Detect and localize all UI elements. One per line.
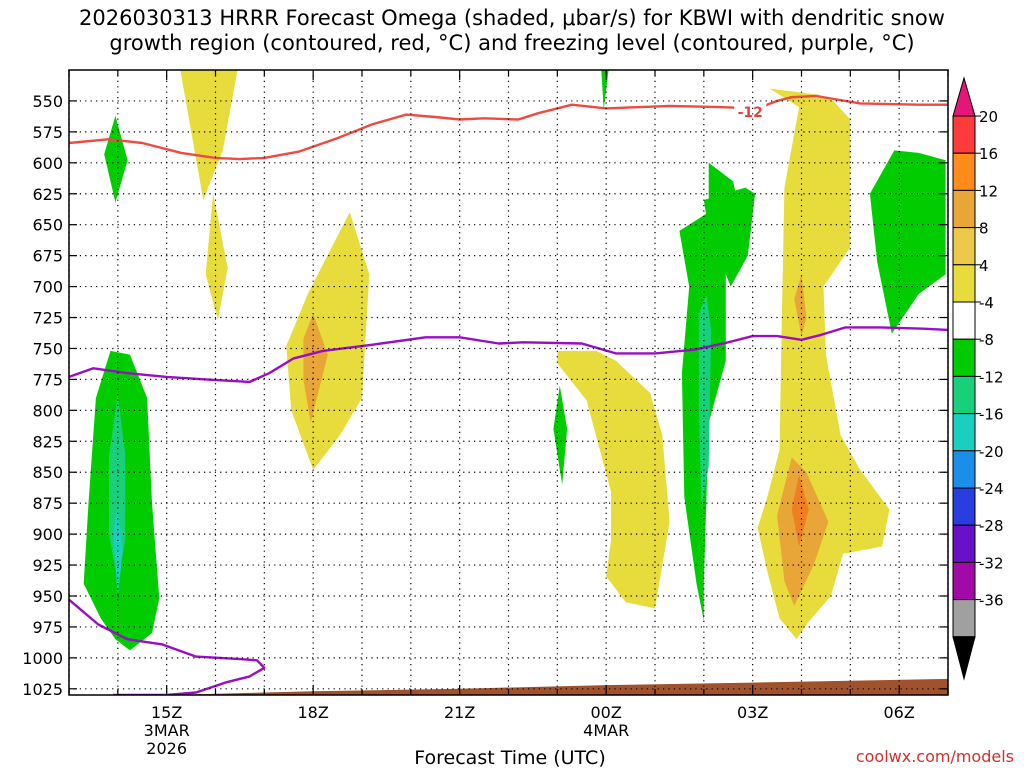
omega-region-level-neg4-4: [601, 70, 609, 110]
x-tick-label: 21Z: [444, 703, 475, 722]
y-tick-label: 825: [32, 432, 63, 451]
colorbar-swatch: [952, 524, 976, 563]
x-tick-label: 00Z: [591, 703, 622, 722]
colorbar-label: -12: [979, 368, 1004, 386]
contour-line-1: [69, 326, 948, 384]
x-tick-label: 4MAR: [583, 721, 629, 740]
y-tick-label: 550: [32, 92, 63, 111]
colorbar-label: 12: [979, 182, 998, 200]
y-tick-label: 800: [32, 401, 63, 420]
omega-region-level-neg4-3: [553, 385, 568, 485]
omega-region-level-4-0: [180, 70, 238, 200]
colorbar-label: -8: [979, 331, 994, 349]
colorbar-label: 16: [979, 145, 998, 163]
colorbar-swatch: [952, 338, 976, 377]
colorbar-label: -24: [979, 480, 1004, 498]
colorbar-swatch: [952, 301, 976, 340]
contour-label-background: [734, 102, 767, 121]
colorbar-swatch: [952, 599, 976, 638]
x-tick-label: 3MAR: [144, 721, 190, 740]
omega-region-level-neg4-0: [104, 115, 128, 203]
x-axis-label: Forecast Time (UTC): [414, 747, 605, 768]
colorbar-swatch: [952, 413, 976, 452]
x-tick-label: 15Z: [151, 703, 182, 722]
colorbar-top-arrow: [952, 76, 976, 117]
y-tick-label: 925: [32, 556, 63, 575]
y-tick-label: 775: [32, 370, 63, 389]
colorbar-label: -32: [979, 554, 1004, 572]
y-axis-ticks: 550 575 600 625 650 675 700 725 750 775 800 825 850 8…: [22, 92, 948, 699]
colorbar: 20 16 12 8 4 -4 -8 -12 -16 -20 -24 -28 -32 -36: [952, 76, 1004, 681]
colorbar-label: 4: [979, 257, 989, 275]
contour-line-0: [69, 94, 948, 161]
omega-region-level-8-0: [303, 313, 328, 423]
chart-title-line-2: growth region (contoured, red, °C) and f…: [109, 31, 915, 55]
colorbar-swatch: [952, 561, 976, 601]
colorbar-swatch: [952, 115, 976, 154]
omega-region-level-4-4: [757, 88, 890, 640]
omega-region-level-neg4-5: [679, 162, 748, 621]
colorbar-label: -36: [979, 592, 1004, 610]
y-tick-label: 1025: [22, 680, 63, 699]
omega-region-level-4-3: [557, 350, 670, 609]
x-tick-label: 2026: [146, 739, 187, 758]
omega-region-level-12-0: [791, 474, 809, 547]
y-tick-label: 900: [32, 525, 63, 544]
colorbar-label: -28: [979, 517, 1004, 535]
colorbar-swatch: [952, 264, 976, 303]
y-tick-label: 975: [32, 618, 63, 637]
colorbar-bottom-arrow: [952, 636, 976, 681]
y-tick-label: 875: [32, 494, 63, 513]
omega-region-level-neg4-6: [703, 187, 756, 287]
omega-region-level-neg8-1: [698, 295, 712, 510]
colorbar-swatch: [952, 189, 976, 229]
contour-label: -12: [738, 105, 763, 121]
colorbar-label: -4: [979, 294, 994, 312]
y-tick-label: 725: [32, 309, 63, 328]
x-tick-label: 18Z: [298, 703, 329, 722]
omega-region-level-neg4-2: [213, 535, 245, 538]
y-tick-label: 950: [32, 587, 63, 606]
terrain-fill: [69, 678, 948, 695]
colorbar-swatch: [952, 450, 976, 489]
omega-shading-layer: [83, 70, 946, 651]
terrain-layer: [69, 678, 948, 695]
colorbar-swatch: [952, 227, 976, 266]
colorbar-label: 8: [979, 220, 989, 238]
colorbar-label: -16: [979, 406, 1004, 424]
x-tick-label: 06Z: [884, 703, 915, 722]
omega-region-level-4-1: [205, 193, 228, 320]
colorbar-label: 20: [979, 108, 998, 126]
y-tick-label: 650: [32, 216, 63, 235]
credit-text: coolwx.com/models: [856, 747, 1014, 766]
chart-title-line-1: 2026030313 HRRR Forecast Omega (shaded, …: [79, 6, 945, 30]
x-tick-label: 03Z: [737, 703, 768, 722]
y-tick-label: 850: [32, 463, 63, 482]
colorbar-swatch: [952, 487, 976, 526]
colorbar-swatch: [952, 152, 976, 191]
y-tick-label: 675: [32, 247, 63, 266]
gridlines: [68, 70, 949, 695]
y-tick-label: 600: [32, 154, 63, 173]
y-tick-label: 1000: [22, 649, 63, 668]
y-tick-label: 700: [32, 278, 63, 297]
chart-title: 2026030313 HRRR Forecast Omega (shaded, …: [0, 6, 1024, 56]
y-tick-label: 625: [32, 185, 63, 204]
colorbar-label: -20: [979, 443, 1004, 461]
omega-region-level-neg4-7: [869, 150, 946, 334]
omega-region-level-4-2: [286, 212, 370, 470]
colorbar-swatch: [952, 375, 976, 415]
y-tick-label: 575: [32, 123, 63, 142]
y-tick-label: 750: [32, 339, 63, 358]
omega-region-level-8-1: [794, 274, 807, 337]
